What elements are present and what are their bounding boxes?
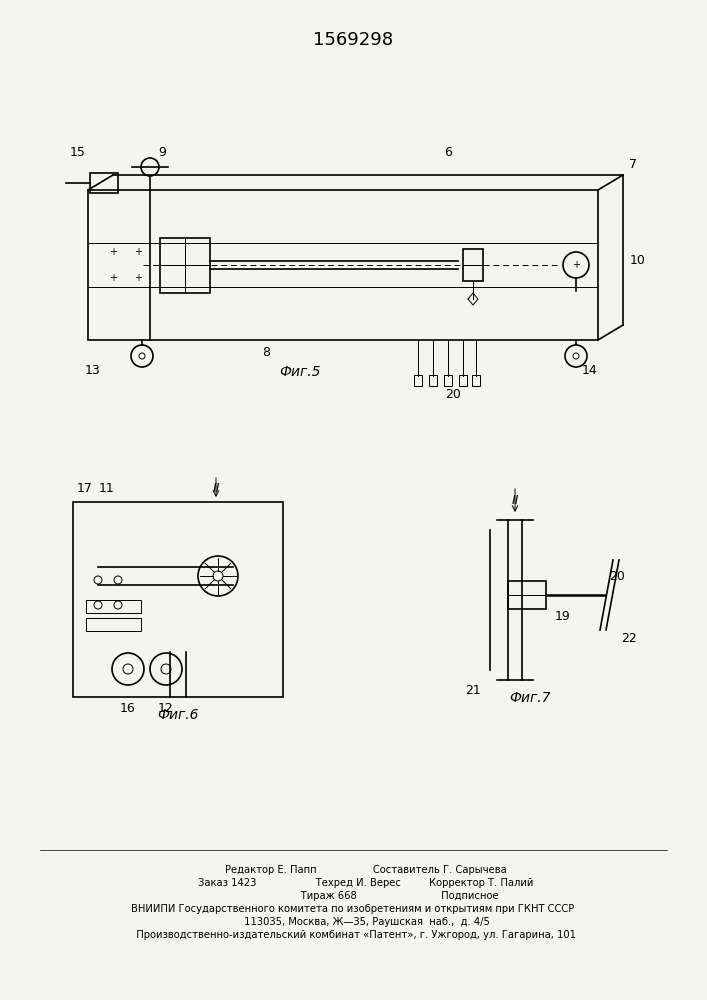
Text: Фиг.6: Фиг.6 <box>157 708 199 722</box>
Text: +: + <box>134 247 142 257</box>
Bar <box>429 375 437 386</box>
Bar <box>472 375 480 386</box>
Text: Редактор Е. Папп                  Составитель Г. Сарычева: Редактор Е. Папп Составитель Г. Сарычева <box>199 865 506 875</box>
Text: 1569298: 1569298 <box>313 31 393 49</box>
Bar <box>86 618 141 631</box>
Bar <box>86 600 141 613</box>
Text: 14: 14 <box>582 363 598 376</box>
Text: 22: 22 <box>621 632 637 645</box>
Text: Производственно-издательский комбинат «Патент», г. Ужгород, ул. Гагарина, 101: Производственно-издательский комбинат «П… <box>130 930 576 940</box>
Bar <box>160 237 210 292</box>
Bar <box>414 375 422 386</box>
Bar <box>508 581 546 609</box>
Text: 6: 6 <box>444 146 452 159</box>
Bar <box>88 190 598 340</box>
Bar <box>463 249 483 281</box>
Text: 7: 7 <box>629 158 637 172</box>
Text: 20: 20 <box>445 388 461 401</box>
Text: 19: 19 <box>555 610 571 624</box>
Bar <box>459 375 467 386</box>
Bar <box>73 502 283 697</box>
Text: 11: 11 <box>99 483 115 495</box>
Text: +: + <box>109 273 117 283</box>
Text: II: II <box>511 493 519 506</box>
Text: +: + <box>109 247 117 257</box>
Text: 8: 8 <box>262 346 270 359</box>
Text: 21: 21 <box>465 684 481 696</box>
Text: 113035, Москва, Ж—35, Раушская  наб.,  д. 4/5: 113035, Москва, Ж—35, Раушская наб., д. … <box>216 917 490 927</box>
Bar <box>444 375 452 386</box>
Text: Фиг.5: Фиг.5 <box>279 365 321 379</box>
Text: Фиг.7: Фиг.7 <box>509 691 551 705</box>
Text: +: + <box>572 260 580 270</box>
Text: 17: 17 <box>77 483 93 495</box>
Text: Заказ 1423                   Техред И. Верес         Корректор Т. Палий: Заказ 1423 Техред И. Верес Корректор Т. … <box>173 878 533 888</box>
Text: 16: 16 <box>120 702 136 716</box>
Bar <box>90 173 118 193</box>
Text: 20: 20 <box>609 570 625 584</box>
Text: 10: 10 <box>630 253 646 266</box>
Text: Тираж 668                           Подписное: Тираж 668 Подписное <box>207 891 499 901</box>
Text: II: II <box>212 483 220 495</box>
Text: 13: 13 <box>85 363 101 376</box>
Text: +: + <box>134 273 142 283</box>
Text: 9: 9 <box>158 146 166 159</box>
Text: 15: 15 <box>70 146 86 159</box>
Text: ВНИИПИ Государственного комитета по изобретениям и открытиям при ГКНТ СССР: ВНИИПИ Государственного комитета по изоб… <box>132 904 575 914</box>
Text: 12: 12 <box>158 702 174 716</box>
